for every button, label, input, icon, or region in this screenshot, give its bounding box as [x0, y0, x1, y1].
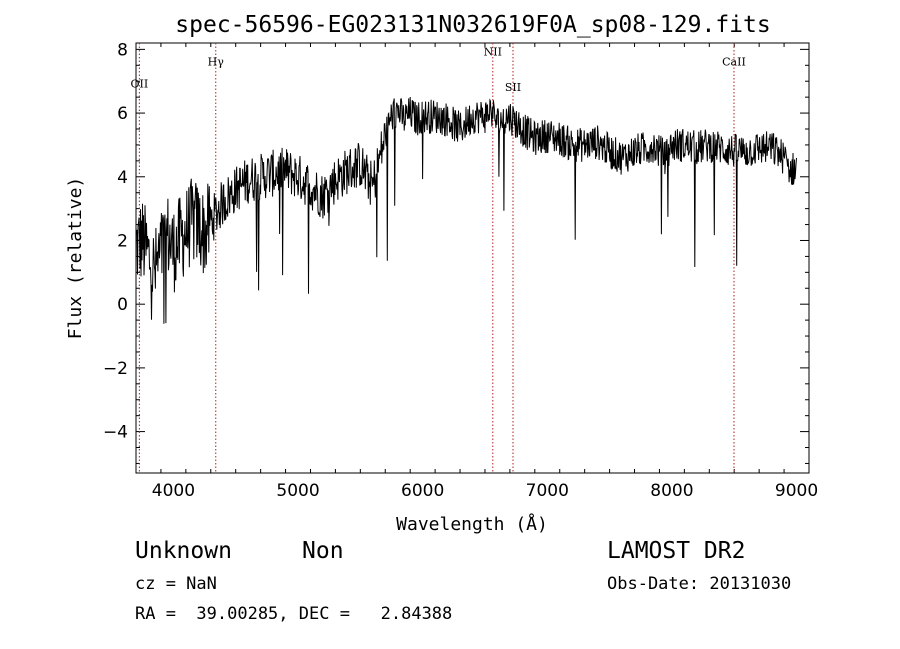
- line-markers: OII Hγ NII SII CaII: [131, 43, 746, 473]
- survey-label: LAMOST DR2: [607, 538, 746, 564]
- y-tick-label: 2: [117, 231, 128, 251]
- line-marker-label: OII: [131, 78, 149, 91]
- spectrum-series: [135, 96, 797, 324]
- line-marker-label: CaII: [722, 55, 746, 68]
- plot-frame: [135, 42, 810, 474]
- x-tick-label: 6000: [401, 481, 444, 501]
- y-tick-label: 4: [117, 168, 128, 188]
- y-tick-label: −2: [103, 359, 128, 379]
- line-marker-label: NII: [484, 46, 502, 59]
- object-class: Unknown: [135, 538, 232, 564]
- x-tick-label: 7000: [526, 481, 569, 501]
- line-marker-label: SII: [505, 81, 521, 94]
- x-tick-label: 8000: [650, 481, 693, 501]
- chart-title: spec-56596-EG023131N032619F0A_sp08-129.f…: [175, 12, 770, 38]
- x-tick-label: 5000: [276, 481, 319, 501]
- x-tick-label: 4000: [152, 481, 195, 501]
- x-tick-label: 9000: [775, 481, 818, 501]
- y-tick-label: 8: [117, 40, 128, 60]
- coordinates: RA = 39.00285, DEC = 2.84388: [135, 604, 453, 624]
- spectrum-line: [135, 96, 797, 324]
- axis-ticks: 4000 5000 6000 7000 8000 9000 −4 −2 0 2 4 6 8: [103, 40, 818, 501]
- object-subclass: Non: [302, 538, 344, 564]
- x-axis-label: Wavelength (Å): [396, 513, 548, 535]
- obs-date: Obs-Date: 20131030: [607, 574, 792, 594]
- y-axis-label: Flux (relative): [65, 177, 86, 340]
- redshift-readout: cz = NaN: [135, 574, 217, 594]
- y-tick-label: −4: [103, 423, 128, 443]
- y-tick-label: 0: [117, 295, 128, 315]
- y-tick-label: 6: [117, 104, 128, 124]
- line-marker-label: Hγ: [208, 55, 225, 68]
